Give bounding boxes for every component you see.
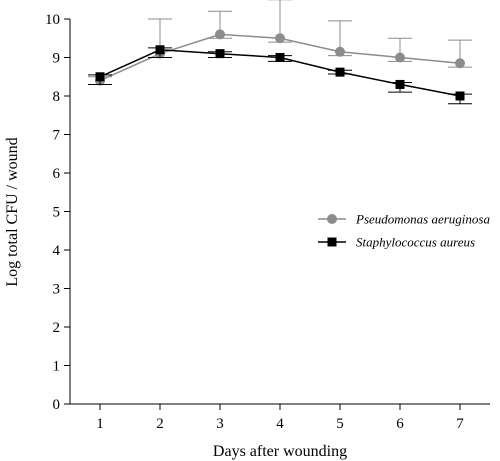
y-tick-label-4: 4 [53, 243, 61, 259]
x-tick-label-3: 3 [216, 416, 224, 432]
y-ticks: 0 1 2 3 4 5 6 7 8 9 10 [45, 12, 70, 413]
x-ticks: 1 2 3 4 5 6 7 [96, 404, 464, 432]
y-tick-label-7: 7 [53, 128, 61, 144]
legend-label-2: Staphylococcus aureus [356, 235, 475, 250]
y-tick-label-9: 9 [53, 51, 61, 67]
y-tick-label-3: 3 [53, 282, 61, 298]
x-axis-title: Days after wounding [213, 443, 347, 460]
x-tick-label-4: 4 [276, 416, 284, 432]
y-tick-label-1: 1 [53, 359, 61, 375]
x-tick-label-5: 5 [336, 416, 344, 432]
legend: Pseudomonas aeruginosa Staphylococcus aur… [318, 212, 490, 250]
data-point [455, 91, 465, 101]
y-tick-label-2: 2 [53, 320, 61, 336]
y-tick-label-6: 6 [53, 166, 61, 182]
legend-marker-2 [327, 237, 337, 247]
data-point [275, 53, 285, 62]
series-1 [88, 0, 472, 86]
y-axis-title: Log total CFU / wound [4, 137, 21, 286]
data-point [155, 45, 165, 55]
x-tick-label-2: 2 [156, 416, 164, 432]
series-2 [88, 45, 472, 105]
data-point [455, 58, 465, 69]
x-tick-label-6: 6 [396, 416, 404, 432]
y-tick-label-0: 0 [53, 397, 61, 413]
data-point [215, 29, 225, 40]
legend-label-1: Pseudomonas aeruginosa [355, 212, 490, 227]
data-point [395, 52, 405, 63]
x-tick-label-1: 1 [96, 416, 104, 432]
data-point [275, 33, 285, 44]
data-point [395, 79, 405, 89]
data-point [95, 72, 105, 82]
y-tick-label-5: 5 [53, 205, 61, 221]
data-point [335, 67, 345, 77]
data-point [335, 46, 345, 57]
data-point [215, 49, 225, 59]
series-layer [88, 0, 472, 105]
legend-marker-1 [327, 214, 337, 224]
y-tick-label-8: 8 [53, 89, 61, 105]
y-tick-label-10: 10 [45, 12, 60, 28]
x-tick-label-7: 7 [456, 416, 464, 432]
